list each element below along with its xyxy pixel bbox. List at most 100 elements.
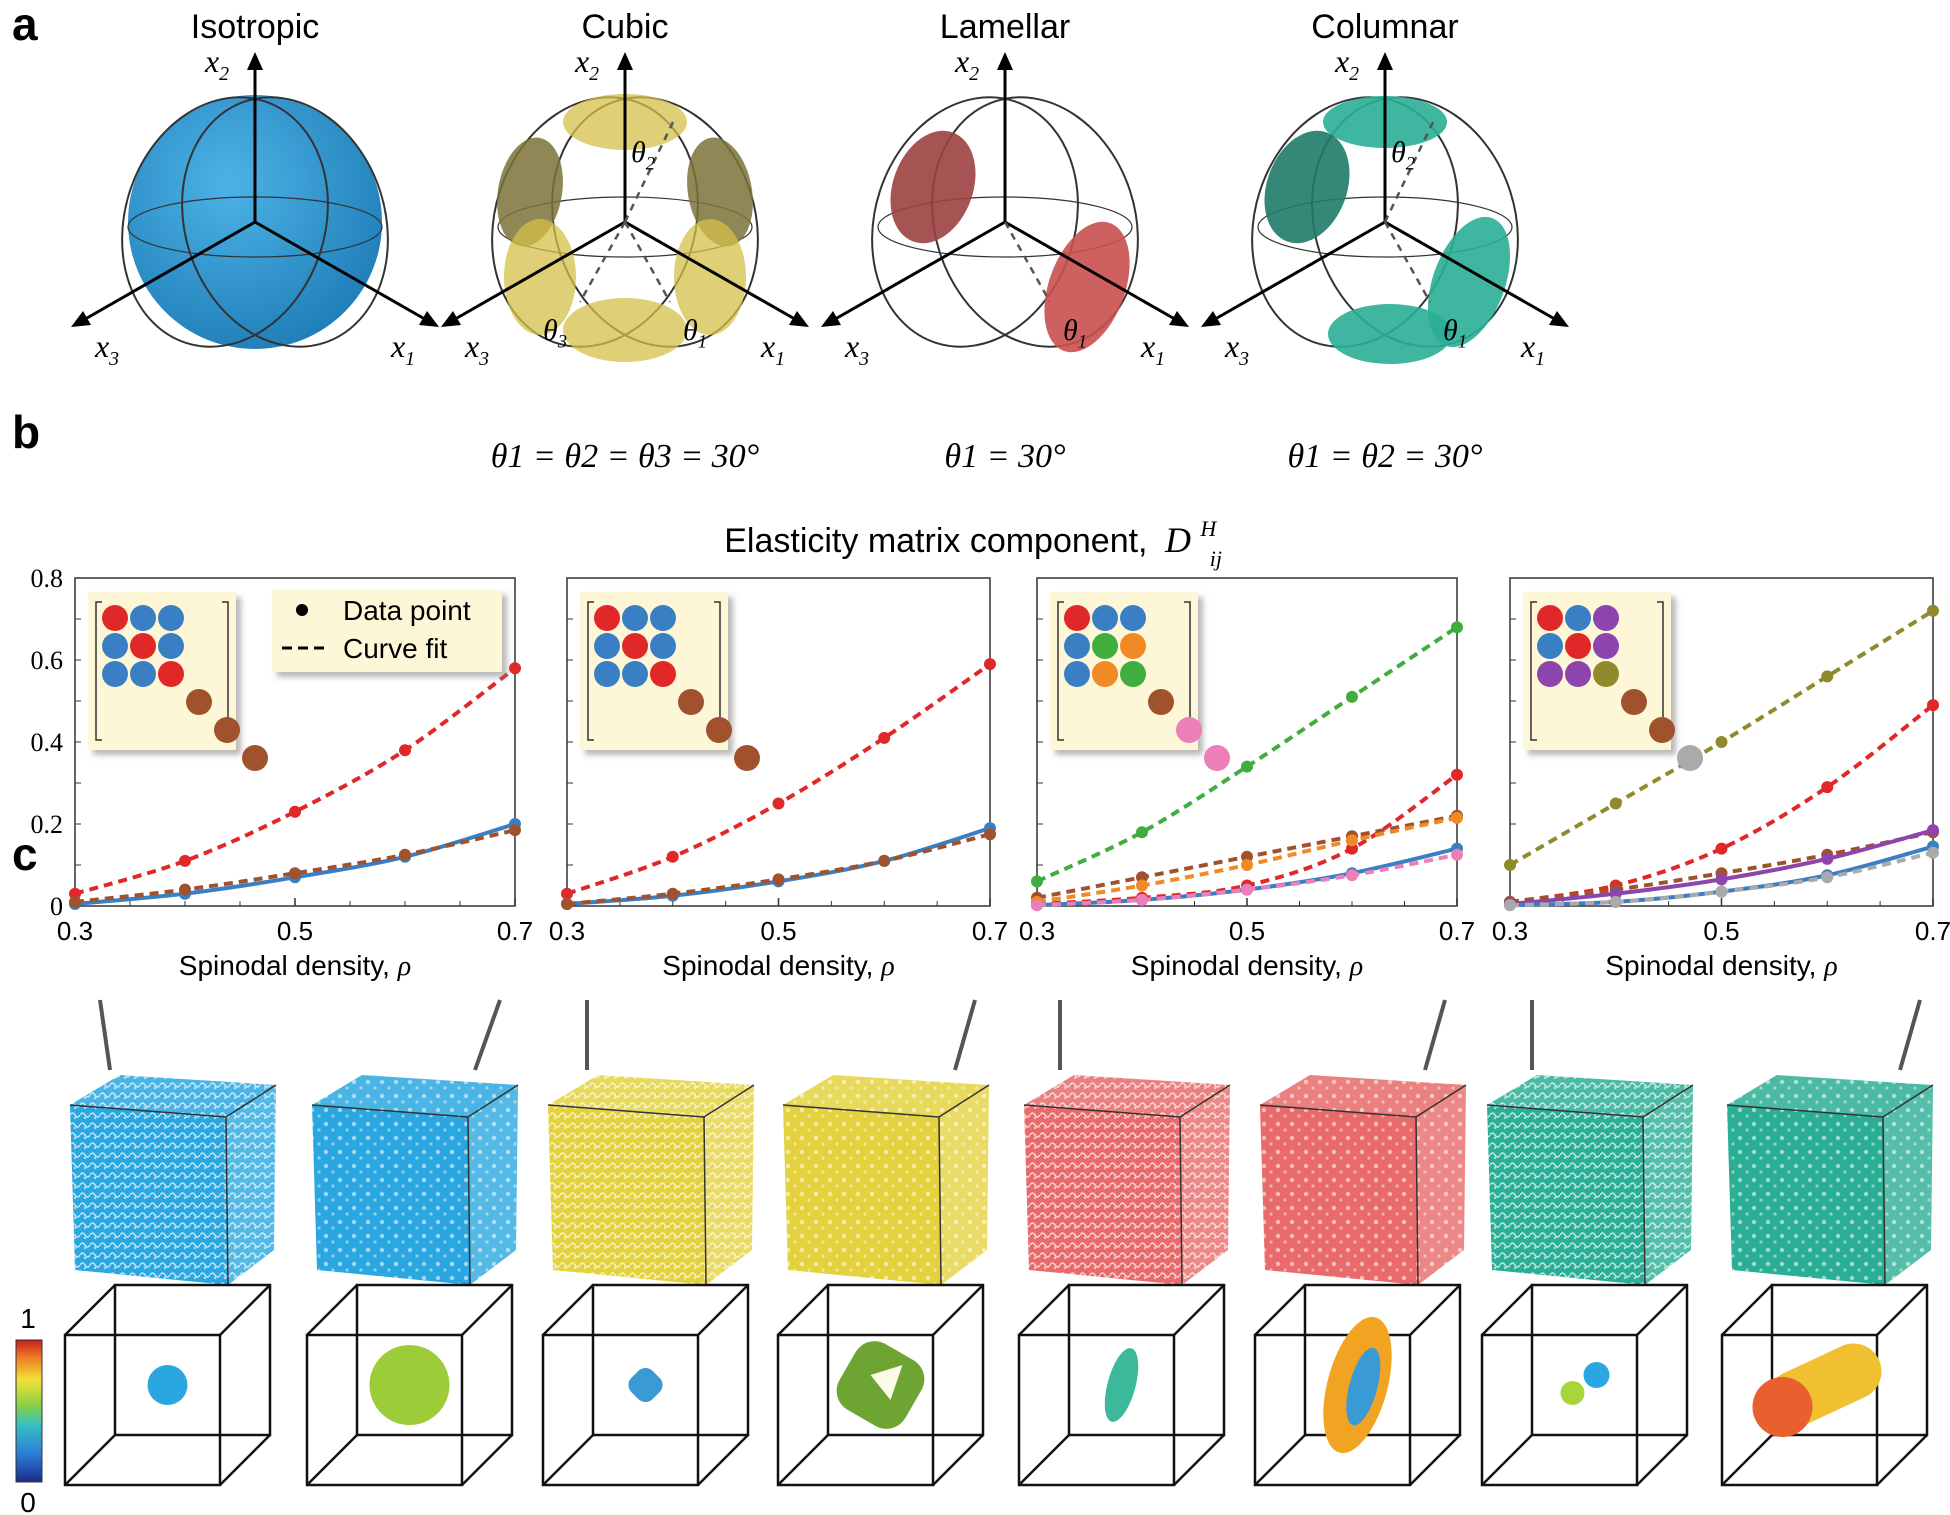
cube-texture [783, 1075, 989, 1285]
y-tick-label: 0.8 [31, 564, 64, 593]
data-point [289, 805, 301, 818]
wire-back [826, 1283, 985, 1437]
x-tick-label: 0.3 [1019, 916, 1055, 946]
zoom-line [98, 999, 112, 1071]
data-point [1927, 699, 1939, 712]
edge-vertical [938, 1116, 942, 1286]
data-point [1451, 621, 1463, 634]
data-point [1504, 859, 1516, 871]
data-point [1609, 797, 1622, 810]
blob-highlight [870, 1365, 903, 1400]
x-tick-label: 0.7 [497, 916, 533, 946]
arrow-x2 [617, 52, 633, 70]
matrix-entry [102, 661, 128, 687]
cube-texture [1024, 1075, 1230, 1285]
matrix-inset [88, 592, 268, 771]
wire-back [113, 1283, 272, 1437]
data-point [878, 854, 891, 867]
panel-letter-b: b [12, 406, 40, 458]
x-tick-label: 0.5 [1229, 916, 1265, 946]
section-b-title: Elasticity matrix component, D H ij [724, 506, 1226, 571]
x-tick-label: 0.5 [760, 916, 796, 946]
wire-edge [1018, 1284, 1070, 1336]
matrix-entry [158, 605, 184, 631]
cube-texture [1487, 1075, 1693, 1285]
angle-formula: θ1 = θ2 = 30° [1288, 438, 1483, 475]
data-point [1821, 670, 1834, 683]
zoom-lines [98, 999, 1922, 1071]
bracket-left [1057, 601, 1064, 741]
cube-texture [70, 1075, 276, 1285]
angle-formula: θ1 = 30° [944, 438, 1066, 475]
angle-label-t1: θ1 [1443, 314, 1467, 353]
cap-left-front [504, 219, 576, 335]
zoom-line [953, 999, 977, 1071]
data-point [509, 824, 521, 837]
axes [1209, 62, 1561, 324]
matrix-entry [1120, 605, 1146, 631]
x-axis-label: Spinodal density, ρ [1131, 950, 1363, 982]
wire-edge [777, 1434, 829, 1486]
matrix-entry [1176, 717, 1202, 743]
wire-front [1253, 1333, 1412, 1487]
wire-edge [306, 1434, 358, 1486]
data-point [1136, 871, 1148, 884]
x-tick-label: 0.5 [1703, 916, 1739, 946]
matrix-entry [130, 633, 156, 659]
matrix-entry [1565, 605, 1591, 631]
panel-c-cubes [63, 1075, 1934, 1487]
data-point [69, 887, 81, 900]
wire-front [776, 1333, 935, 1487]
bracket-left [587, 601, 594, 741]
data-point [1136, 826, 1148, 839]
matrix-entry [1621, 689, 1647, 715]
wire-edge [219, 1284, 271, 1336]
axis-x1 [254, 220, 431, 324]
wire-edge [1254, 1284, 1306, 1336]
wire-back [355, 1283, 514, 1437]
wire-edge [1721, 1284, 1773, 1336]
matrix-entry [1565, 661, 1591, 687]
bracket-left [1530, 601, 1537, 741]
symmetry-title: Columnar [1311, 8, 1458, 46]
data-point [666, 850, 679, 863]
wire-edge [697, 1434, 749, 1486]
dashed-guides [578, 121, 675, 303]
data-point [1136, 879, 1148, 892]
x-axis-label: Spinodal density, ρ [1605, 950, 1837, 982]
structure-3 [541, 1075, 755, 1487]
zoom-line [1898, 999, 1922, 1071]
matrix-entry [158, 633, 184, 659]
wire-edge [1636, 1434, 1688, 1486]
wire-front [1017, 1333, 1176, 1487]
axis-label-x3: x3 [464, 328, 489, 370]
wire-edge [219, 1434, 271, 1486]
panel-b-charts: 0.3 0.5 0.7 0 0.2 0.4 0.6 0.8 Spinodal density, … [31, 564, 1950, 982]
surface-blob [369, 1345, 450, 1425]
data-point [984, 658, 996, 671]
meridian-2 [181, 96, 389, 348]
data-point [561, 897, 573, 910]
wire-front [305, 1333, 464, 1487]
cube-edges [69, 1084, 277, 1286]
data-point [772, 797, 785, 810]
series-line [566, 832, 991, 906]
structure-6 [1253, 1075, 1467, 1487]
wire-back [1303, 1283, 1462, 1437]
matrix-entry [1537, 605, 1563, 631]
x-tick-label: 0.7 [1439, 916, 1475, 946]
wire-edge [461, 1284, 513, 1336]
y-tick-label: 0.2 [31, 810, 64, 839]
bracket-left [95, 601, 102, 741]
arrow-x2 [997, 52, 1013, 70]
axis-label-x1: x1 [760, 328, 785, 370]
cube-edges [1259, 1084, 1467, 1286]
arrow-x1 [419, 311, 439, 327]
axis-label-x2: x2 [1334, 43, 1359, 85]
axis-x3 [449, 220, 626, 324]
cap-left [890, 130, 976, 244]
cube-texture [548, 1075, 754, 1285]
axis-label-x3: x3 [1224, 328, 1249, 370]
